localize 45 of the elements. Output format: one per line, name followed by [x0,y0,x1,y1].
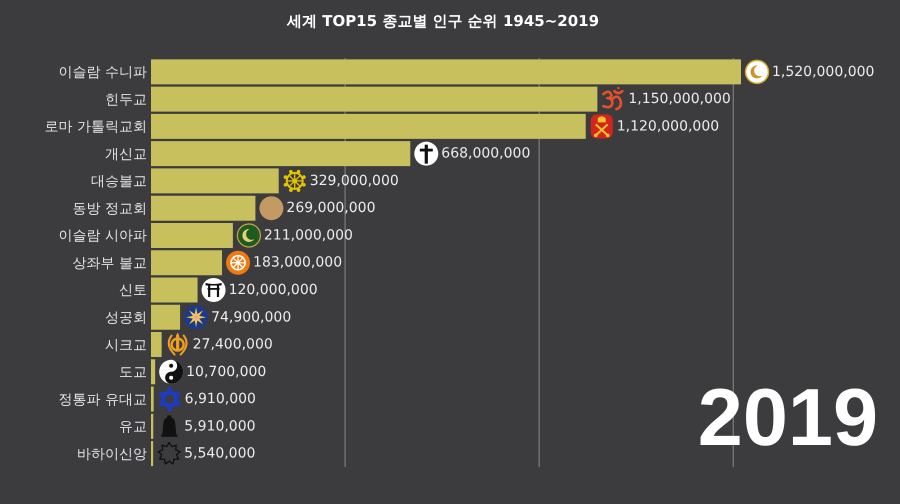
y-tick-label: 로마 가톨릭교회 [44,119,147,136]
data-label: 5,540,000 [184,446,256,462]
bar [151,359,156,384]
y-tick-label: 개신교 [105,146,147,162]
bar [151,59,741,84]
data-label: 5,910,000 [184,418,256,434]
y-tick-label: 바하이신앙 [77,446,147,462]
data-label: 74,900,000 [211,309,292,326]
chart-title: 세계 TOP15 종교별 인구 순위 1945~2019 [286,12,600,31]
bar [151,250,222,276]
y-tick-label: 이슬람 수니파 [58,64,147,81]
data-label: 1,150,000,000 [628,91,731,108]
bar [151,86,598,112]
data-label: 10,700,000 [186,364,266,380]
y-tick-label: 대승불교 [91,174,147,190]
bar [151,332,162,358]
y-tick-label: 이슬람 시아파 [58,228,147,244]
bar [151,168,279,194]
data-label: 269,000,000 [286,200,376,216]
annotation: 2019 [698,373,878,463]
data-label: 6,910,000 [184,391,256,408]
y-tick-label: 성공회 [105,310,147,326]
y-tick-label: 유교 [119,419,147,436]
y-tick-label: 신토 [119,282,147,299]
bar [151,304,180,330]
bar [151,386,154,412]
bar [151,222,233,248]
bar [151,141,410,166]
data-label: 183,000,000 [253,254,342,271]
bar [151,277,198,302]
y-tick-label: 시크교 [105,337,147,354]
y-tick-label: 도교 [119,364,147,381]
data-label: 1,520,000,000 [772,64,874,80]
y-tick-label: 상좌부 불교 [72,255,147,272]
data-label: 668,000,000 [441,146,530,162]
y-tick-label: 힌두교 [105,92,147,108]
data-label: 1,120,000,000 [616,118,720,134]
y-tick-label: 정통파 유대교 [58,392,147,408]
y-tick-label: 동방 정교회 [72,200,147,217]
bar [151,114,586,139]
data-label: 211,000,000 [264,227,353,244]
data-label: 329,000,000 [310,172,399,189]
data-label: 27,400,000 [192,336,273,353]
bar [151,196,256,221]
data-label: 120,000,000 [228,282,318,298]
